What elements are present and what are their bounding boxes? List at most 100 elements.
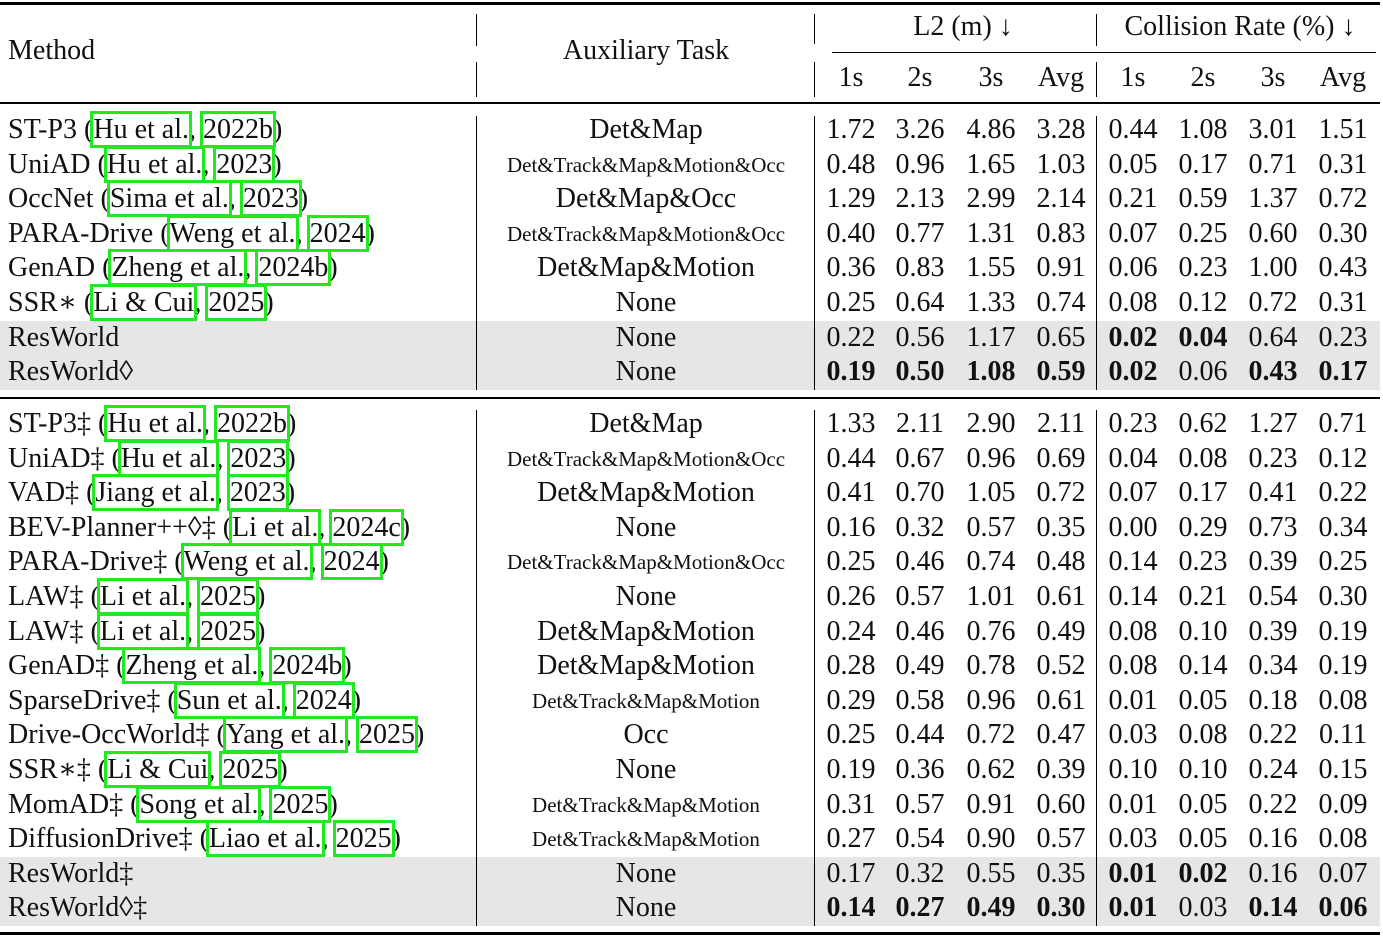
citation-author-link[interactable]: Song et al. [136,785,262,823]
collision-avg-cell: 0.34 [1318,511,1368,543]
citation[interactable]: (Hu et al., 2022b) [91,405,297,442]
citation-author-link[interactable]: Li & Cui [104,751,212,788]
l2-2s-cell: 0.96 [895,148,945,180]
method-cell: MomAD‡ (Song et al., 2025) [8,785,338,823]
citation-year-link[interactable]: 2023 [226,474,289,512]
citation[interactable]: (Zheng et al., 2024b) [95,249,338,287]
citation-author-link[interactable]: Li et al. [96,578,190,615]
collision-1s-cell: 0.03 [1108,823,1158,855]
citation[interactable]: (Li et al., 2025) [83,578,266,615]
collision-2s-cell: 0.23 [1178,546,1228,578]
citation[interactable]: (Li & Cui, 2025) [76,284,274,321]
citation-author-link[interactable]: Li et al. [96,612,190,650]
collision-2s-cell: 0.12 [1178,287,1228,318]
citation-year-link[interactable]: 2024b [255,249,332,287]
collision-avg-cell: 0.09 [1318,788,1368,820]
method-cell: GenAD (Zheng et al., 2024b) [8,249,338,287]
citation-year-link[interactable]: 2025 [219,751,282,788]
citation[interactable]: (Yang et al., 2025) [209,716,425,754]
collision-3s-cell: 0.16 [1248,857,1298,889]
citation-author-link[interactable]: Li et al. [229,508,322,546]
l2-3s-cell: 1.31 [966,217,1016,249]
citation-author-link[interactable]: Liao et al. [205,820,325,858]
citation[interactable]: (Zheng et al., 2024b) [109,647,352,685]
table-row: ST-P3‡ (Hu et al., 2022b) Det&Map 1.33 2.… [0,405,1380,442]
citation[interactable]: (Hu et al., 2022b) [77,111,283,148]
collision-avg-cell: 0.11 [1319,719,1367,751]
citation-author-link[interactable]: Weng et al. [180,543,313,581]
citation[interactable]: (Li et al., 2024c) [215,508,411,546]
l2-1s-cell: 0.48 [826,148,876,180]
citation[interactable]: (Jiang et al., 2023) [79,474,296,512]
collision-1s-cell: 0.08 [1108,650,1158,682]
method-name: GenAD [8,252,96,284]
collision-2s-cell: 0.10 [1178,754,1228,785]
citation[interactable]: (Weng et al., 2024) [167,543,389,581]
method-name: Drive-OccWorld‡ [8,719,210,751]
collision-2s-cell: 0.10 [1178,615,1228,647]
method-name: ResWorld [8,321,120,353]
citation-year-link[interactable]: 2022b [199,111,276,148]
citation-author-link[interactable]: Zheng et al. [108,249,248,287]
citation-year-link[interactable]: 2024 [306,214,369,252]
citation-year-link[interactable]: 2024 [292,681,355,719]
citation-author-link[interactable]: Hu et al. [103,145,206,183]
citation[interactable]: (Li et al., 2025) [83,612,266,650]
citation-author-link[interactable]: Yang et al. [222,716,349,754]
citation[interactable]: (Li & Cui, 2025) [90,751,288,788]
citation-year-link[interactable]: 2025 [269,785,332,823]
citation-year-link[interactable]: 2025 [205,284,268,321]
citation[interactable]: (Liao et al., 2025) [192,820,401,858]
method-name: ST-P3‡ [8,408,92,439]
citation-year-link[interactable]: 2025 [197,578,260,615]
header-auxiliary-task: Auxiliary Task [562,35,730,66]
collision-1s-cell: 0.14 [1108,581,1158,612]
table-row: ST-P3 (Hu et al., 2022b) Det&Map 1.72 3.2… [0,111,1380,148]
citation[interactable]: (Sima et al., 2023) [93,180,309,218]
l2-3s-cell: 1.55 [966,252,1016,284]
method-name: PARA-Drive [8,217,154,249]
citation-author-link[interactable]: Hu et al. [117,439,220,477]
l2-1s-cell: 0.26 [826,581,876,612]
collision-2s-cell: 0.06 [1178,356,1228,388]
citation-year-link[interactable]: 2024b [269,647,346,685]
citation-year-link[interactable]: 2023 [239,180,302,218]
citation[interactable]: (Sun et al., 2024) [160,681,362,719]
citation[interactable]: (Hu et al., 2023) [90,145,282,183]
citation[interactable]: (Hu et al., 2023) [104,439,296,477]
citation-author-link[interactable]: Zheng et al. [122,647,262,685]
citation-year-link[interactable]: 2025 [356,716,419,754]
citation[interactable]: (Song et al., 2025) [123,785,338,823]
collision-3s-cell: 0.64 [1248,321,1298,353]
l2-1s-cell: 0.25 [826,546,876,578]
citation-author-link[interactable]: Sima et al. [106,180,232,218]
auxiliary-task-cell: None [615,321,677,353]
citation-author-link[interactable]: Weng et al. [166,214,299,252]
l2-avg-cell: 0.47 [1036,719,1086,751]
collision-2s-cell: 0.25 [1178,217,1228,249]
collision-2s-cell: 0.17 [1178,477,1228,509]
citation-year-link[interactable]: 2025 [332,820,395,858]
l2-3s-cell: 1.65 [966,148,1016,180]
collision-1s-cell: 0.00 [1108,511,1158,543]
citation-author-link[interactable]: Hu et al. [90,111,192,148]
collision-2s-cell: 0.05 [1178,823,1228,855]
citation-year-link[interactable]: 2023 [227,439,290,477]
citation-year-link[interactable]: 2023 [213,145,276,183]
citation-year-link[interactable]: 2022b [213,405,290,442]
table-row: SSR∗ (Li & Cui, 2025) None 0.25 0.64 1.33 0… [0,284,1380,321]
citation-author-link[interactable]: Sun et al. [173,681,285,719]
l2-3s-cell: 0.91 [966,788,1016,820]
collision-1s-cell: 0.04 [1108,442,1158,474]
citation-author-link[interactable]: Jiang et al. [92,474,219,512]
l2-avg-cell: 0.48 [1036,546,1086,578]
citation-year-link[interactable]: 2024c [329,508,404,546]
citation-author-link[interactable]: Hu et al. [104,405,206,442]
auxiliary-task-cell: Det&Map [589,114,703,145]
citation-year-link[interactable]: 2025 [197,612,260,650]
citation-year-link[interactable]: 2024 [320,543,383,581]
citation-author-link[interactable]: Li & Cui [90,284,198,321]
l2-1s-cell: 0.27 [826,823,876,855]
citation[interactable]: (Weng et al., 2024) [153,214,375,252]
method-name: DiffusionDrive‡ [8,823,193,855]
